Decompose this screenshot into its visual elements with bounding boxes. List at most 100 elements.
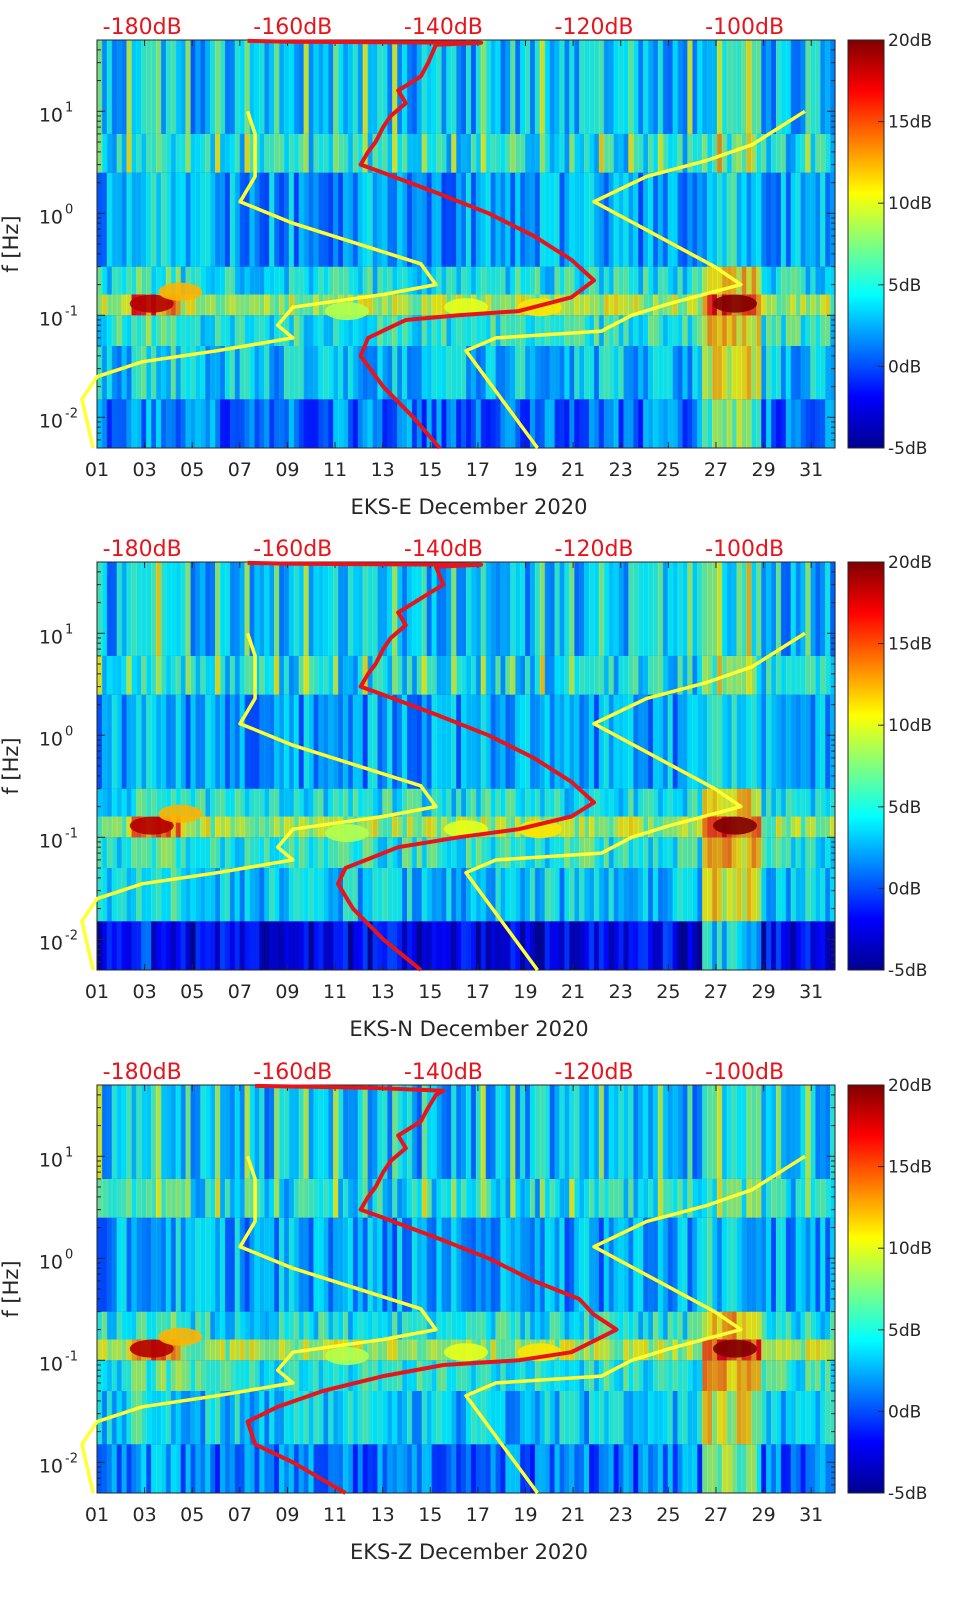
colorbar-tick-label: 5dB [888,798,921,818]
spectrogram-cell [446,655,452,695]
spectrogram-cell [485,694,492,789]
spectrogram-cell [436,921,442,970]
spectrogram-cell [559,1217,565,1312]
spectrogram-cell [529,1085,536,1179]
spectrogram-cell [431,294,438,316]
spectrogram-cell [800,40,807,134]
spectrogram-cell [121,1360,128,1391]
spectrogram-cell [648,868,654,922]
spectrogram-cell [470,40,477,134]
spectrogram-cell [254,921,260,970]
spectrogram-cell [682,40,688,134]
spectrogram-cell [771,1391,777,1445]
spectrogram-cell [633,1085,639,1179]
spectrogram-cell [421,399,428,448]
spectrogram-cell [751,1444,757,1493]
spectrogram-cell [785,788,792,817]
spectrogram-cell [529,1178,536,1218]
spectrogram-cell [825,816,831,838]
spectrogram-cell [244,868,251,922]
y-tick-label: 10 [39,1455,63,1477]
spectrogram-cell [406,1178,413,1218]
spectrogram-cell [116,40,123,134]
spectrogram-cell [485,1391,492,1445]
spectrogram-cell [593,868,600,922]
spectrogram-cell [766,788,772,817]
spectrogram-cell [559,1391,565,1445]
spectrogram-cell [185,1311,192,1340]
spectrogram-cell [121,40,128,134]
spectrogram-cell [820,788,826,817]
spectrogram-cell [805,1085,811,1179]
spectrogram-cell [775,868,782,922]
spectrogram-cell [795,315,802,346]
spectrogram-cell [731,562,738,656]
spectrogram-cell [121,1311,128,1340]
low-noise-model-line [80,110,438,449]
spectrogram-cell [372,655,379,695]
spectrogram-cell [589,294,595,316]
spectrogram-cell [677,1311,684,1340]
spectrogram-cell [338,40,344,134]
spectrogram-cell [800,266,807,295]
spectrogram-cell [254,1311,260,1340]
spectrogram-cell [451,1217,457,1312]
spectrogram-cell [131,868,137,922]
spectrogram-cell [608,399,615,448]
spectrogram-cell [116,266,123,295]
spectrogram-cell [338,655,344,695]
spectrogram-cell [652,294,659,316]
spectrogram-cell [756,1360,762,1391]
spectrogram-cell [165,562,172,656]
spectrogram-cell [362,921,369,970]
spectrogram-cell [633,1391,639,1445]
spectrogram-cell [377,921,383,970]
spectrogram-cell [205,1360,211,1391]
spectrogram-cell [259,266,265,295]
spectrogram-cell [761,1360,767,1391]
spectrogram-cell [200,172,206,267]
spectrogram-cell [367,921,374,970]
spectrogram-cell [244,1085,251,1179]
spectrogram-cell [239,816,246,838]
spectrogram-cell [643,1217,649,1312]
spectrogram-cell [775,694,782,789]
spectrogram-cell [731,921,738,970]
spectrogram-cell [195,133,201,173]
y-tick-label: 10 [39,728,63,750]
spectrogram-cell [613,788,620,817]
spectrogram-hotspot [324,302,369,321]
spectrogram-cell [608,346,615,400]
spectrogram-cell [298,266,305,295]
spectrogram-cell [392,655,398,695]
spectrogram-cell [377,399,383,448]
spectrogram-cell [672,562,679,656]
spectrogram-cell [643,788,649,817]
spectrogram-cell [544,868,551,922]
spectrogram-cell [215,315,221,346]
spectrogram-cell [652,921,659,970]
spectrogram-cell [205,266,211,295]
spectrogram-cell [815,1391,821,1445]
spectrogram-cell [160,1217,167,1312]
spectrogram-cell [215,1311,221,1340]
spectrogram-cell [367,172,374,267]
spectrogram-cell [175,1444,182,1493]
spectrogram-cell [815,694,821,789]
spectrogram-cell [205,868,211,922]
spectrogram-cell [249,816,256,838]
spectrogram-cell [220,837,226,868]
spectrogram-cell [672,1085,679,1179]
spectrogram-cell [436,294,442,316]
spectrogram-cell [101,266,108,295]
colorbar-frame [847,561,885,971]
spectrogram-cell [195,315,201,346]
spectrogram-cell [716,1311,723,1340]
spectrogram-cell [323,655,329,695]
x-tick-label: 01 [85,1504,109,1526]
spectrogram-cell [771,694,777,789]
spectrogram-cell [451,655,457,695]
spectrogram-cell [180,788,187,817]
spectrogram-cell [775,294,782,316]
spectrogram-cell [451,1444,457,1493]
